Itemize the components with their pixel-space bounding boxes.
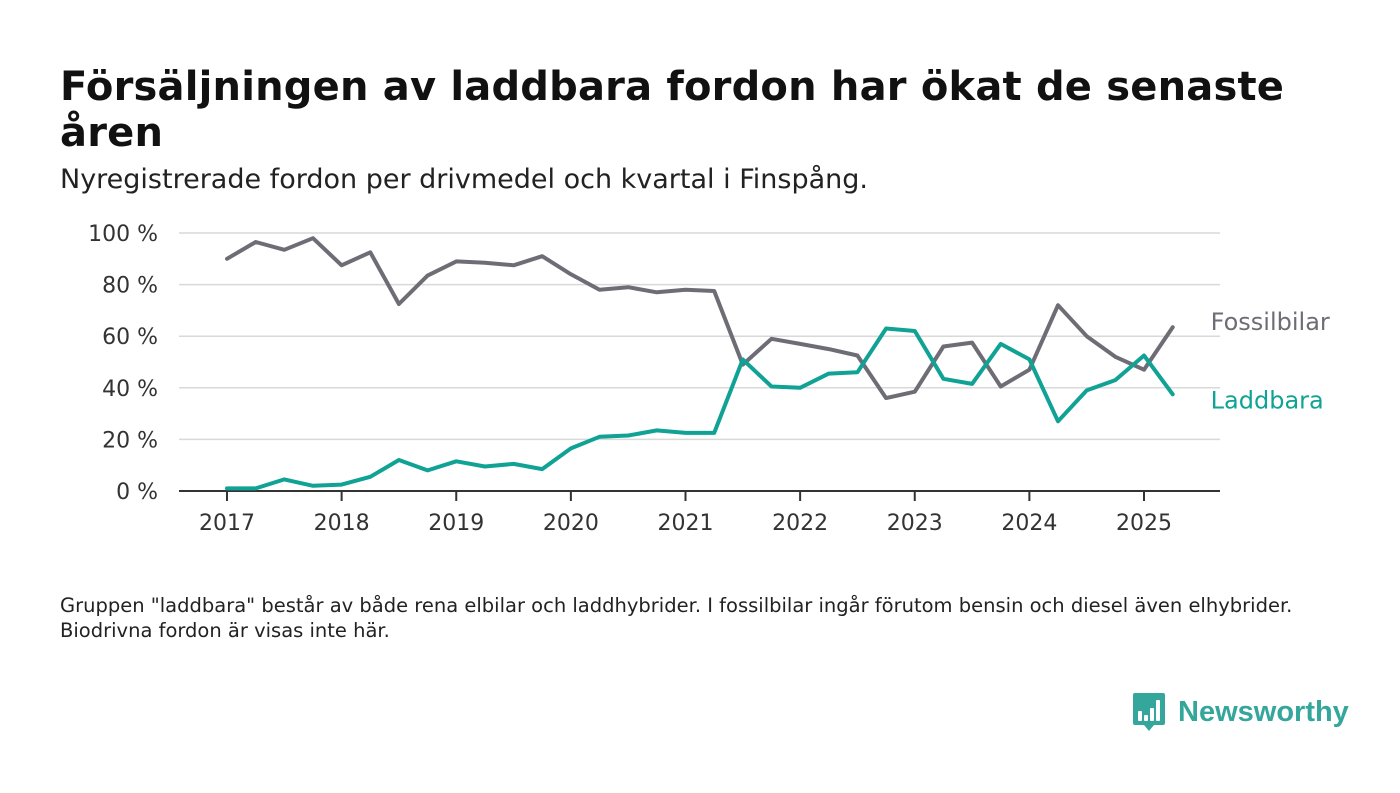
gridlines xyxy=(179,232,1220,441)
chart-title: Försäljningen av laddbara fordon har öka… xyxy=(60,64,1285,156)
series-line-laddbara xyxy=(225,326,1175,491)
series-lines xyxy=(225,236,1175,491)
x-tick-label: 2023 xyxy=(887,511,943,536)
y-tick-label: 80 % xyxy=(102,274,158,299)
chart-subtitle: Nyregistrerade fordon per drivmedel och … xyxy=(60,164,868,195)
footnote: Gruppen "laddbara" består av både rena e… xyxy=(60,594,1293,642)
brand-name: Newsworthy xyxy=(1178,695,1349,728)
y-tick-label: 60 % xyxy=(102,325,158,350)
x-tick-label: 2020 xyxy=(543,511,599,536)
series-line-fossilbilar xyxy=(225,236,1175,401)
y-tick-label: 40 % xyxy=(102,377,158,402)
x-tick-label: 2017 xyxy=(199,511,255,536)
y-tick-label: 0 % xyxy=(116,480,158,505)
newsworthy-logo[interactable]: Newsworthy xyxy=(1132,690,1349,734)
axes: 0 % 20 % 40 % 60 % 80 % 100 % 2017 2018 2019 2020… xyxy=(88,222,1220,536)
x-tick-label: 2021 xyxy=(658,511,714,536)
series-label-laddbara: Laddbara xyxy=(1211,386,1324,414)
series-label-fossilbilar: Fossilbilar xyxy=(1211,308,1330,336)
x-tick-label: 2024 xyxy=(1001,511,1057,536)
series-labels: Fossilbilar Laddbara xyxy=(1211,308,1330,414)
x-tick-label: 2025 xyxy=(1116,511,1172,536)
y-tick-label: 20 % xyxy=(102,428,158,453)
line-chart: 0 % 20 % 40 % 60 % 80 % 100 % 2017 2018 2019 2020… xyxy=(88,222,1330,536)
y-tick-label: 100 % xyxy=(88,222,158,247)
newsworthy-chart-bubble-icon xyxy=(1133,693,1165,731)
x-tick-label: 2022 xyxy=(772,511,828,536)
x-tick-label: 2018 xyxy=(314,511,370,536)
x-tick-label: 2019 xyxy=(428,511,484,536)
